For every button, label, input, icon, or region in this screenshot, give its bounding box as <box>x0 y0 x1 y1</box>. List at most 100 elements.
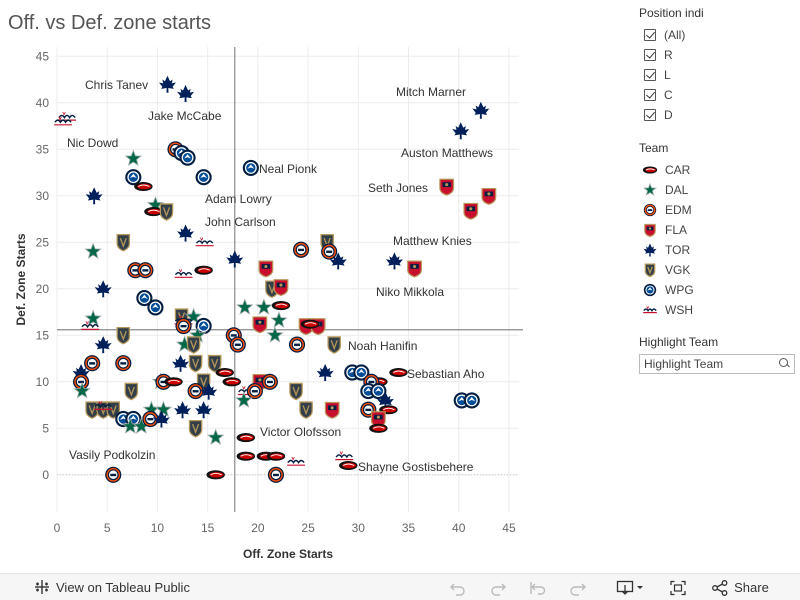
data-point-dal[interactable] <box>266 326 284 343</box>
share-button[interactable]: Share <box>704 574 776 600</box>
data-point-fla[interactable] <box>439 178 455 196</box>
view-on-tableau-link[interactable]: View on Tableau Public <box>34 579 190 595</box>
data-point-dal[interactable] <box>235 391 253 408</box>
data-point-dal[interactable] <box>236 298 254 315</box>
data-point-tor[interactable] <box>94 336 112 354</box>
data-point-tor[interactable] <box>452 122 470 140</box>
data-point-fla[interactable] <box>273 279 289 297</box>
team-legend-item[interactable]: TOR <box>639 240 799 260</box>
data-point-dal[interactable] <box>184 307 203 325</box>
data-point-fla[interactable] <box>258 260 274 278</box>
data-point-wsh[interactable] <box>94 401 113 410</box>
checkbox-checked-icon[interactable] <box>644 49 656 61</box>
data-point-edm[interactable] <box>73 373 90 390</box>
data-point-vgk[interactable] <box>106 401 121 419</box>
data-point-vgk[interactable] <box>186 336 201 354</box>
data-point-dal[interactable] <box>206 428 225 446</box>
data-point-fla[interactable] <box>324 401 340 419</box>
data-point-edm[interactable] <box>292 241 310 258</box>
data-point-car[interactable] <box>222 377 241 387</box>
data-point-edm[interactable] <box>142 410 159 428</box>
data-point-fla[interactable] <box>252 316 268 334</box>
data-point-tor[interactable] <box>152 410 170 428</box>
data-point-vgk[interactable] <box>327 336 341 354</box>
data-point-vgk[interactable] <box>116 234 131 252</box>
data-point-wsh[interactable] <box>335 451 354 461</box>
team-legend-item[interactable]: CAR <box>639 160 799 180</box>
data-point-edm[interactable] <box>288 336 306 353</box>
data-point-wpg[interactable] <box>242 159 259 176</box>
position-option[interactable]: (All) <box>639 25 799 45</box>
data-point-tor[interactable] <box>195 401 213 419</box>
team-legend-item[interactable]: DAL <box>639 180 799 200</box>
data-point-vgk[interactable] <box>124 382 139 401</box>
checkbox-checked-icon[interactable] <box>644 29 656 41</box>
team-legend-item[interactable]: WPG <box>639 280 799 300</box>
data-point-tor[interactable] <box>472 101 490 119</box>
data-point-vgk[interactable] <box>289 382 303 401</box>
data-point-wsh[interactable] <box>195 237 214 247</box>
data-point-car[interactable] <box>379 405 398 415</box>
data-point-car[interactable] <box>389 367 408 378</box>
data-point-dal[interactable] <box>124 149 143 167</box>
data-point-car[interactable] <box>271 300 291 311</box>
data-point-car[interactable] <box>164 377 183 387</box>
data-point-wsh[interactable] <box>174 269 193 278</box>
data-point-wpg[interactable] <box>370 383 387 400</box>
data-point-tor[interactable] <box>158 75 176 93</box>
data-point-tor[interactable] <box>385 252 403 270</box>
data-point-wpg[interactable] <box>195 317 212 335</box>
data-point-edm[interactable] <box>229 336 246 353</box>
data-point-edm[interactable] <box>105 466 122 483</box>
data-point-tor[interactable] <box>200 382 218 400</box>
checkbox-checked-icon[interactable] <box>644 109 656 121</box>
checkbox-checked-icon[interactable] <box>644 69 656 81</box>
data-point-tor[interactable] <box>329 252 347 270</box>
data-point-wsh[interactable] <box>287 456 305 466</box>
team-legend-item[interactable]: EDM <box>639 200 799 220</box>
data-point-edm[interactable] <box>321 243 338 260</box>
data-point-wpg[interactable] <box>179 149 196 166</box>
data-point-fla[interactable] <box>481 187 497 205</box>
data-point-tor[interactable] <box>177 224 195 242</box>
position-option[interactable]: D <box>639 105 799 125</box>
data-point-vgk[interactable] <box>207 354 222 373</box>
highlight-team-input[interactable]: Highlight Team <box>639 354 795 374</box>
data-point-tor[interactable] <box>376 391 394 409</box>
data-point-edm[interactable] <box>175 317 192 335</box>
data-point-dal[interactable] <box>73 381 91 399</box>
data-point-dal[interactable] <box>154 400 173 418</box>
data-point-wpg[interactable] <box>147 299 164 316</box>
data-point-edm[interactable] <box>261 373 278 390</box>
redo-button[interactable] <box>480 574 516 600</box>
data-point-car[interactable] <box>206 470 225 480</box>
team-legend-item[interactable]: FLA <box>639 220 799 240</box>
search-icon[interactable] <box>778 358 790 370</box>
data-point-dal[interactable] <box>255 298 273 315</box>
data-point-edm[interactable] <box>267 466 285 483</box>
data-point-car[interactable] <box>339 460 358 471</box>
data-point-car[interactable] <box>236 433 256 443</box>
position-option[interactable]: C <box>639 85 799 105</box>
data-point-dal[interactable] <box>84 309 102 327</box>
data-point-wsh[interactable] <box>81 321 100 331</box>
data-point-tor[interactable] <box>316 364 334 381</box>
data-point-fla[interactable] <box>463 202 479 220</box>
data-point-wsh[interactable] <box>54 116 72 126</box>
data-point-tor[interactable] <box>226 250 244 268</box>
data-point-car[interactable] <box>215 367 234 378</box>
data-point-wsh[interactable] <box>58 111 76 121</box>
data-point-edm[interactable] <box>246 383 263 400</box>
data-point-car[interactable] <box>266 451 286 461</box>
download-button[interactable] <box>608 574 654 600</box>
data-point-tor[interactable] <box>177 85 195 102</box>
data-point-wpg[interactable] <box>125 169 142 186</box>
data-point-dal[interactable] <box>84 242 102 260</box>
data-point-edm[interactable] <box>84 355 101 372</box>
refresh-button[interactable] <box>560 574 596 600</box>
position-option[interactable]: L <box>639 65 799 85</box>
data-point-vgk[interactable] <box>159 203 174 221</box>
data-point-edm[interactable] <box>187 383 204 400</box>
data-point-edm[interactable] <box>137 262 154 279</box>
data-point-fla[interactable] <box>407 260 422 278</box>
